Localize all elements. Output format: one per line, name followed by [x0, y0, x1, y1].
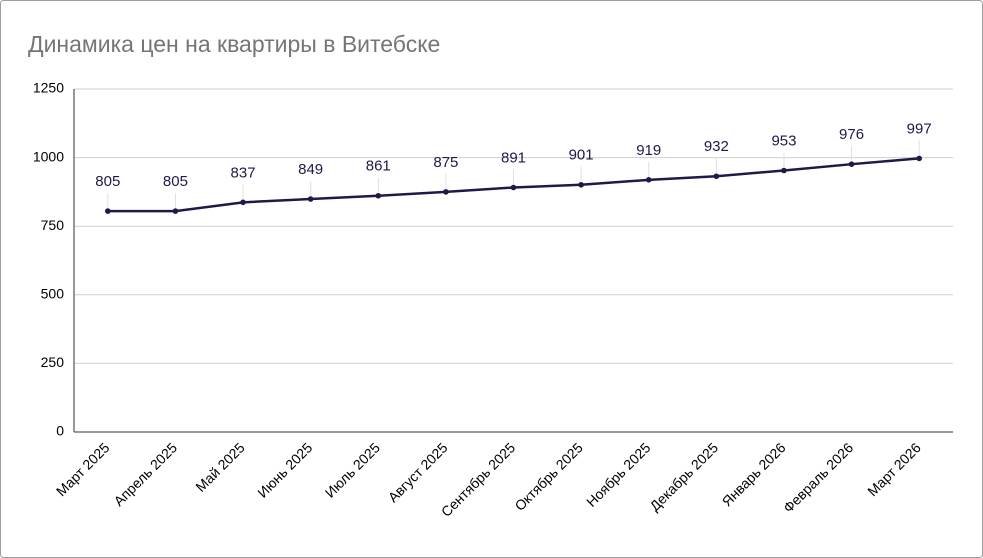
- data-label: 901: [569, 147, 594, 164]
- y-tick-label: 250: [41, 354, 65, 370]
- data-label: 953: [771, 132, 796, 149]
- y-tick-label: 750: [41, 217, 65, 233]
- data-point: [916, 155, 922, 162]
- data-label: 997: [907, 120, 932, 137]
- y-tick-label: 500: [41, 286, 65, 302]
- y-tick-label: 1000: [33, 148, 64, 164]
- data-point: [781, 167, 787, 174]
- chart-title: Динамика цен на квартиры в Витебске: [28, 31, 440, 57]
- data-point: [172, 208, 179, 214]
- data-point: [240, 199, 246, 206]
- data-point: [510, 184, 517, 191]
- data-point: [443, 189, 449, 195]
- y-tick-label: 1250: [33, 80, 64, 96]
- data-label: 837: [231, 164, 256, 181]
- data-point: [848, 161, 855, 167]
- data-label: 805: [95, 173, 120, 190]
- data-label: 849: [298, 161, 323, 178]
- data-label: 805: [163, 173, 188, 190]
- y-tick-label: 0: [56, 423, 64, 439]
- data-label: 976: [839, 126, 864, 143]
- data-label: 891: [501, 149, 526, 166]
- data-point: [645, 177, 652, 183]
- data-point: [578, 181, 584, 188]
- data-point: [105, 208, 111, 214]
- data-label: 875: [433, 154, 458, 171]
- data-label: 861: [366, 158, 391, 175]
- data-point: [307, 196, 314, 202]
- data-point: [713, 173, 720, 180]
- data-label: 932: [704, 138, 729, 155]
- data-label: 919: [636, 142, 661, 159]
- data-point: [375, 192, 382, 199]
